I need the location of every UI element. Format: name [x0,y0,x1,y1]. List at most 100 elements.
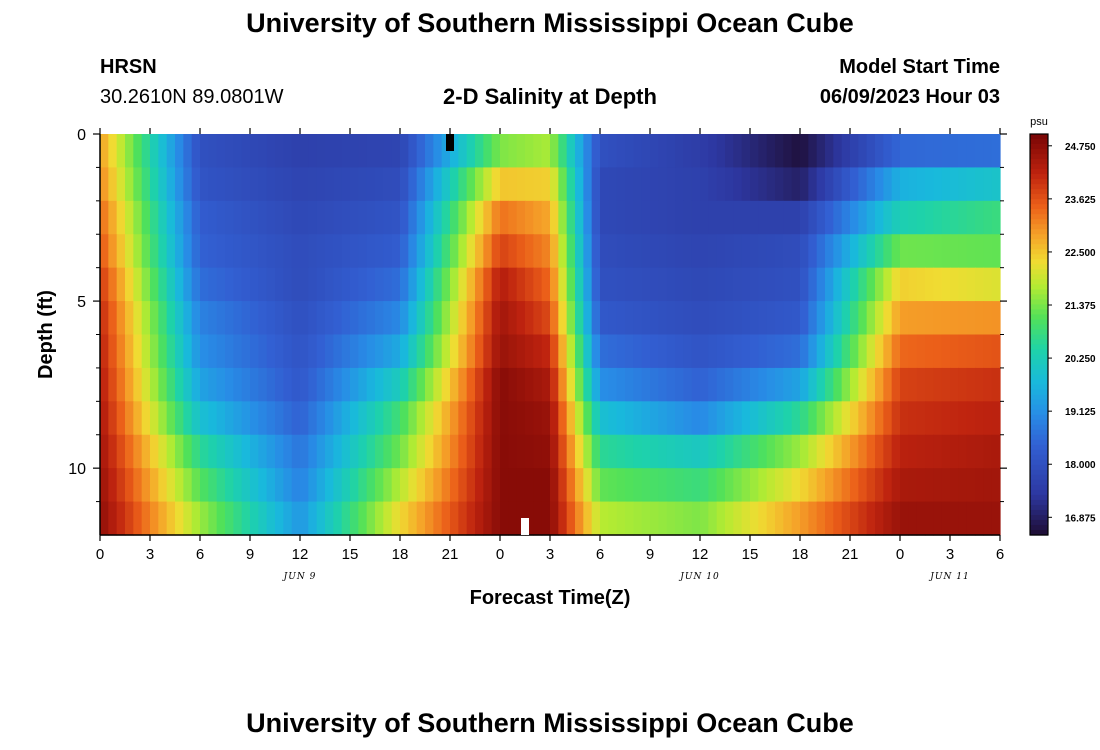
heatmap-cell [283,167,293,202]
heatmap-cell [575,468,584,503]
heatmap-cell [741,401,751,436]
heatmap-cell [616,167,626,202]
heatmap-cell [850,401,859,436]
colorbar-tick-label: 20.250 [1065,354,1096,365]
colorbar-segment [1030,329,1048,336]
heatmap-cell [241,334,251,369]
heatmap-cell [800,267,809,302]
heatmap-cell [533,501,543,536]
heatmap-cell [100,468,109,503]
heatmap-cell [791,468,801,503]
heatmap-cell [783,468,793,503]
heatmap-cell [966,401,976,436]
heatmap-cell [491,334,501,369]
heatmap-cell [508,434,518,469]
heatmap-cell [408,334,418,369]
heatmap-cell [633,234,643,269]
heatmap-cell [133,434,143,469]
heatmap-cell [983,134,993,169]
heatmap-cell [366,468,376,503]
heatmap-cell [266,501,276,536]
heatmap-cell [708,334,718,369]
heatmap-cell [891,234,901,269]
heatmap-cell [591,301,601,336]
heatmap-cell [550,434,559,469]
colorbar-frame [1029,133,1049,536]
heatmap-cell [175,200,184,235]
heatmap-cell [408,167,418,202]
heatmap-cell [391,200,401,235]
heatmap-cell [883,267,893,302]
heatmap-cell [500,167,509,202]
heatmap-cell [608,134,618,169]
heatmap-cell [358,301,368,336]
heatmap-cell [666,434,676,469]
heatmap-cell [558,334,568,369]
heatmap-cell [833,200,843,235]
heatmap-cell [300,434,309,469]
heatmap-cell [675,267,684,302]
heatmap-cell [825,234,834,269]
heatmap-cell [183,401,193,436]
heatmap-cell [358,267,368,302]
heatmap-cell [175,234,184,269]
heatmap-cell [775,200,784,235]
heatmap-cell [125,267,134,302]
heatmap-cell [991,167,1001,202]
heatmap-cell [600,434,609,469]
heatmap-cell [608,501,618,536]
heatmap-cell [958,301,968,336]
heatmap-cell [100,301,109,336]
heatmap-cell [850,134,859,169]
heatmap-cell [766,501,776,536]
heatmap-cell [425,468,434,503]
heatmap-cell [758,334,768,369]
heatmap-cell [566,468,576,503]
heatmap-cell [608,468,618,503]
heatmap-cell [766,134,776,169]
heatmap-cell [875,301,884,336]
heatmap-cell [958,267,968,302]
heatmap-cell [825,401,834,436]
colorbar-segment [1030,159,1048,165]
heatmap-cell [483,200,493,235]
heatmap-cell [716,267,726,302]
heatmap-cell [208,134,218,169]
heatmap-cell [125,367,134,402]
heatmap-cell [433,134,443,169]
heatmap-cell [216,234,226,269]
heatmap-cell [291,301,301,336]
heatmap-cell [325,367,334,402]
heatmap-cell [441,334,451,369]
heatmap-cell [591,334,601,369]
heatmap-cell [158,234,168,269]
heatmap-cell [241,267,251,302]
heatmap-cell [383,501,393,536]
heatmap-cell [966,200,976,235]
heatmap-cell [316,468,326,503]
colorbar-tick-label: 24.750 [1065,142,1096,153]
heatmap-cell [141,200,151,235]
heatmap-cell [666,200,676,235]
heatmap-cell [433,234,443,269]
heatmap-cell [683,200,693,235]
heatmap-cell [708,167,718,202]
heatmap-cell [966,301,976,336]
heatmap-cell [258,234,268,269]
colorbar-segment [1030,404,1048,411]
heatmap-cell [241,167,251,202]
heatmap-cell [191,367,201,402]
heatmap-cell [441,468,451,503]
heatmap-cell [700,367,709,402]
heatmap-cell [708,434,718,469]
heatmap-cell [400,334,409,369]
heatmap-cell [700,200,709,235]
heatmap-cell [175,334,184,369]
heatmap-cell [666,134,676,169]
heatmap-cell [550,334,559,369]
heatmap-cell [475,501,484,536]
heatmap-cell [958,234,968,269]
heatmap-cell [683,468,693,503]
heatmap-cell [891,468,901,503]
heatmap-cell [608,200,618,235]
